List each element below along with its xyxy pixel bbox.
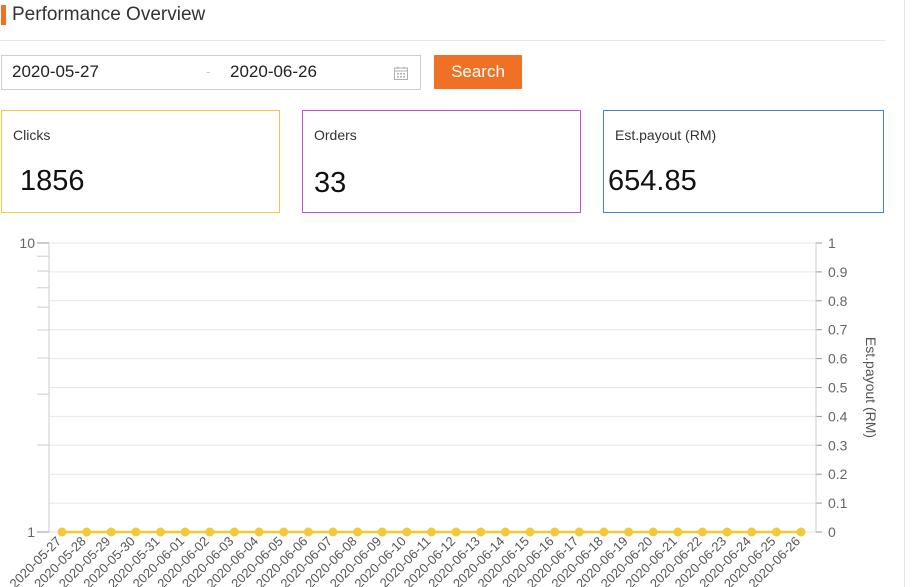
clicks-card: Clicks 1856 — [1, 110, 280, 213]
right-axis-tick-label: 1 — [828, 235, 836, 251]
clicks-label: Clicks — [13, 127, 51, 143]
performance-chart: 0 0.1 0.2 0.3 0.4 0.5 0.6 0.7 0.8 0.9 1 1 10 Est.payo… — [6, 235, 879, 587]
data-point — [180, 527, 190, 537]
data-point — [57, 527, 67, 537]
right-axis-tick-label: 0.1 — [828, 495, 848, 511]
data-point — [156, 527, 166, 537]
data-point — [82, 527, 92, 537]
data-point — [747, 527, 757, 537]
orders-card: Orders 33 — [302, 110, 581, 213]
title-accent-bar — [1, 5, 6, 25]
right-axis-tick-label: 0 — [828, 524, 836, 540]
data-point — [427, 527, 436, 537]
end-date-input[interactable]: 2020-06-26 — [230, 62, 317, 81]
payout-label: Est.payout (RM) — [615, 127, 717, 143]
data-point — [550, 527, 560, 537]
right-axis-tick-label: 0.9 — [828, 264, 848, 280]
right-axis-title: Est.payout (RM) — [863, 337, 879, 438]
data-point — [624, 527, 634, 537]
data-point — [254, 527, 264, 537]
date-range-separator: - — [206, 63, 211, 79]
page-title: Performance Overview — [12, 4, 206, 25]
calendar-icon[interactable] — [393, 65, 409, 81]
right-axis-tick-label: 0.5 — [828, 380, 848, 396]
data-point — [722, 527, 732, 537]
data-point — [451, 527, 461, 537]
payout-value: 654.85 — [608, 165, 697, 197]
right-axis-tick-label: 0.8 — [828, 293, 848, 309]
payout-card: Est.payout (RM) 654.85 — [603, 110, 884, 213]
data-point — [574, 527, 584, 537]
data-point — [353, 527, 363, 537]
data-point — [303, 527, 313, 537]
start-date-input[interactable]: 2020-05-27 — [12, 62, 99, 81]
left-axis-tick-label: 10 — [19, 235, 35, 251]
data-point — [500, 527, 510, 537]
data-point — [599, 527, 609, 537]
date-range-picker[interactable]: 2020-05-27 - 2020-06-26 — [1, 55, 421, 90]
data-point — [328, 527, 338, 537]
data-point — [648, 527, 658, 537]
data-point — [131, 527, 141, 537]
right-axis-tick-label: 0.6 — [828, 351, 848, 367]
right-axis-tick-label: 0.4 — [828, 408, 848, 424]
orders-value: 33 — [314, 167, 347, 199]
data-point — [771, 527, 781, 537]
right-axis-tick-label: 0.3 — [828, 437, 848, 453]
data-point — [205, 527, 215, 537]
data-point — [796, 527, 806, 537]
data-point — [476, 527, 486, 537]
right-axis-tick-label: 0.7 — [828, 322, 848, 338]
data-point — [697, 527, 707, 537]
data-point — [525, 527, 535, 537]
right-axis-tick-label: 0.2 — [828, 466, 848, 482]
clicks-value: 1856 — [20, 165, 85, 197]
data-point — [279, 527, 289, 537]
data-point — [402, 527, 412, 537]
orders-label: Orders — [314, 127, 357, 143]
page-header: Performance Overview — [0, 0, 885, 41]
data-point — [673, 527, 683, 537]
scroll-edge — [904, 0, 905, 587]
data-point — [229, 527, 239, 537]
search-button[interactable]: Search — [434, 55, 522, 89]
data-point — [106, 527, 116, 537]
data-point — [377, 527, 387, 537]
left-axis-tick-label: 1 — [27, 524, 35, 540]
